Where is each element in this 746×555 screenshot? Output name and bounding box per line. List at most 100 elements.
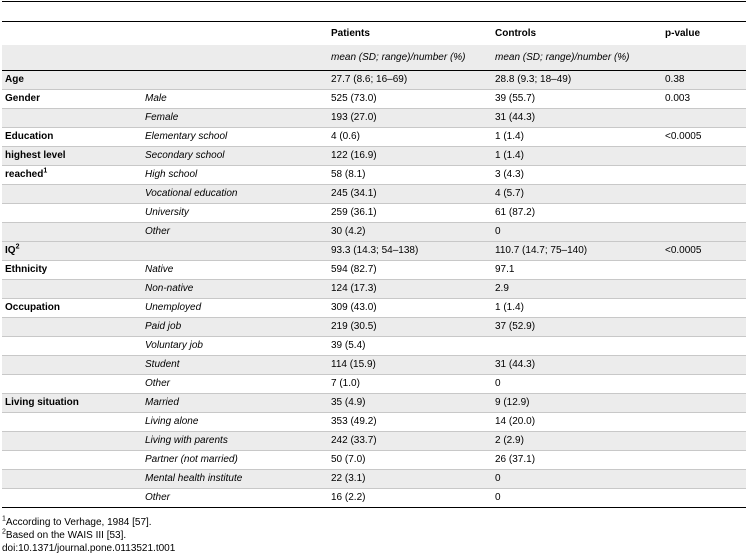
- cell-controls: 39 (55.7): [495, 93, 536, 104]
- row-subcategory: Student: [142, 355, 328, 375]
- row-subcategory: Married: [142, 393, 328, 413]
- table-row: Paid job 219 (30.5) 37 (52.9): [2, 317, 746, 337]
- cell-patients: 27.7 (8.6; 16–69): [328, 70, 492, 90]
- row-subcategory: Partner (not married): [145, 454, 238, 465]
- subheader-pvalue: [662, 45, 746, 71]
- cell-pvalue: [662, 469, 746, 489]
- row-subcategory: Other: [142, 222, 328, 242]
- header-pvalue: p-value: [662, 21, 746, 45]
- footnote-2-text: Based on the WAIS III [53].: [5, 530, 127, 541]
- subheader-blank: [2, 45, 142, 71]
- subheader-blank: [142, 45, 328, 71]
- cell-pvalue: [662, 431, 746, 451]
- row-group-text: highest level: [5, 150, 66, 161]
- cell-controls: 37 (52.9): [492, 317, 662, 337]
- cell-pvalue: [662, 451, 746, 470]
- row-group-label: Education: [2, 128, 142, 147]
- footnote-1-text: According to Verhage, 1984 [57].: [5, 517, 152, 528]
- row-group-label: [2, 451, 142, 470]
- cell-pvalue: [662, 355, 746, 375]
- cell-controls: 9 (12.9): [492, 393, 662, 413]
- row-group-label: [2, 204, 142, 223]
- cell-controls: 2 (2.9): [492, 431, 662, 451]
- footnote-2-mark: 2: [2, 528, 6, 536]
- cell-pvalue: [662, 489, 746, 508]
- row-group-label: [2, 317, 142, 337]
- table-row: Living with parents 242 (33.7) 2 (2.9): [2, 431, 746, 451]
- row-subcategory: High school: [145, 169, 198, 180]
- cell-controls: 1 (1.4): [495, 131, 524, 142]
- table-row: Voluntary job 39 (5.4): [2, 336, 746, 356]
- header-controls: Controls: [492, 21, 662, 45]
- row-group-label: [2, 337, 142, 356]
- doi-line: doi:10.1371/journal.pone.0113521.t001: [2, 543, 176, 554]
- cell-controls: [492, 337, 662, 356]
- cell-patients: 114 (15.9): [328, 355, 492, 375]
- subheader-row: mean (SD; range)/number (%) mean (SD; ra…: [2, 45, 746, 71]
- cell-pvalue: <0.0005: [662, 241, 746, 261]
- row-group-label: Living situation: [2, 393, 142, 413]
- row-group-label: Gender: [2, 90, 142, 109]
- subheader-patients: mean (SD; range)/number (%): [328, 45, 492, 71]
- cell-controls: 110.7 (14.7; 75–140): [492, 241, 662, 261]
- row-group-label: IQ2: [2, 241, 142, 261]
- cell-patients: 93.3 (14.3; 54–138): [328, 241, 492, 261]
- row-group-text: Living situation: [5, 397, 79, 408]
- row-group-text: Occupation: [5, 302, 61, 313]
- cell-controls: 4 (5.7): [492, 184, 662, 204]
- cell-controls: 2.9: [492, 279, 662, 299]
- cell-patients: 594 (82.7): [331, 264, 377, 275]
- cell-controls: 31 (44.3): [492, 108, 662, 128]
- row-group-label: Ethnicity: [2, 261, 142, 280]
- cell-patients: 4 (0.6): [331, 131, 360, 142]
- cell-controls: 97.1: [495, 264, 515, 275]
- table-row: Gender Male 525 (73.0) 39 (55.7) 0.003: [2, 89, 746, 109]
- cell-patients: 7 (1.0): [331, 378, 360, 389]
- cell-controls: 1 (1.4): [492, 146, 662, 166]
- table-row: Living situation Married 35 (4.9) 9 (12.9): [2, 393, 746, 413]
- footnote-1-mark: 1: [2, 515, 6, 523]
- cell-controls: 0: [495, 492, 501, 503]
- row-subcategory: Living with parents: [142, 431, 328, 451]
- cell-patients: 22 (3.1): [328, 469, 492, 489]
- table-row: Other 30 (4.2) 0: [2, 222, 746, 242]
- table-row: Other 7 (1.0) 0: [2, 374, 746, 394]
- cell-pvalue: [662, 393, 746, 413]
- row-subcategory: [142, 70, 328, 90]
- cell-controls: 31 (44.3): [492, 355, 662, 375]
- row-group-label: [2, 355, 142, 375]
- cell-pvalue: [662, 375, 746, 394]
- row-group-text: Gender: [5, 93, 41, 104]
- cell-controls: 3 (4.3): [495, 169, 524, 180]
- row-group-text: Ethnicity: [5, 264, 48, 275]
- cell-pvalue: [662, 337, 746, 356]
- cell-patients: 30 (4.2): [328, 222, 492, 242]
- row-group-label: [2, 469, 142, 489]
- top-rule: [2, 1, 746, 2]
- demographics-table: Patients Controls p-value mean (SD; rang…: [2, 21, 746, 508]
- footnote-2: 2Based on the WAIS III [53].: [2, 529, 126, 542]
- row-subcategory: University: [145, 207, 189, 218]
- footnote-1: 1According to Verhage, 1984 [57].: [2, 516, 152, 529]
- row-group-label: [2, 184, 142, 204]
- header-row: Patients Controls p-value: [2, 21, 746, 45]
- cell-pvalue: [662, 413, 746, 432]
- row-subcategory: Other: [145, 492, 171, 503]
- row-group-label: [2, 413, 142, 432]
- table-row: Living alone 353 (49.2) 14 (20.0): [2, 412, 746, 432]
- table-row: Ethnicity Native 594 (82.7) 97.1: [2, 260, 746, 280]
- table-row: IQ2 93.3 (14.3; 54–138) 110.7 (14.7; 75–14…: [2, 241, 746, 261]
- header-patients: Patients: [328, 21, 492, 45]
- row-group-label: [2, 222, 142, 242]
- cell-patients: 219 (30.5): [328, 317, 492, 337]
- row-subcategory: Male: [145, 93, 167, 104]
- row-subcategory: Voluntary job: [145, 340, 203, 351]
- row-group-label: [2, 279, 142, 299]
- table-row: Student 114 (15.9) 31 (44.3): [2, 355, 746, 375]
- cell-pvalue: [662, 204, 746, 223]
- cell-patients: 58 (8.1): [331, 169, 366, 180]
- cell-patients: 124 (17.3): [328, 279, 492, 299]
- cell-patients: 50 (7.0): [331, 454, 366, 465]
- cell-controls: 0: [492, 222, 662, 242]
- cell-controls: 61 (87.2): [495, 207, 536, 218]
